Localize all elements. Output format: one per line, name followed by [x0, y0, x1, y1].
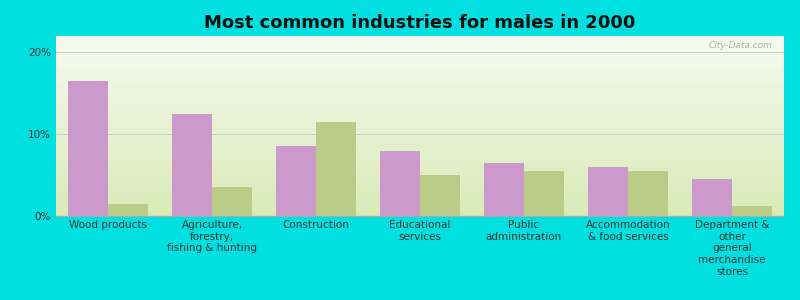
Bar: [316, 122, 355, 216]
Bar: [485, 163, 524, 216]
Bar: [732, 206, 771, 216]
Bar: [524, 171, 563, 216]
Bar: [628, 171, 667, 216]
Bar: [589, 167, 628, 216]
Bar: [420, 175, 459, 216]
Bar: [108, 204, 147, 216]
Bar: [693, 179, 732, 216]
Bar: [381, 151, 420, 216]
Text: City-Data.com: City-Data.com: [709, 41, 773, 50]
Bar: [277, 146, 316, 216]
Bar: [173, 114, 212, 216]
Title: Most common industries for males in 2000: Most common industries for males in 2000: [204, 14, 636, 32]
Bar: [212, 188, 251, 216]
Bar: [69, 81, 108, 216]
